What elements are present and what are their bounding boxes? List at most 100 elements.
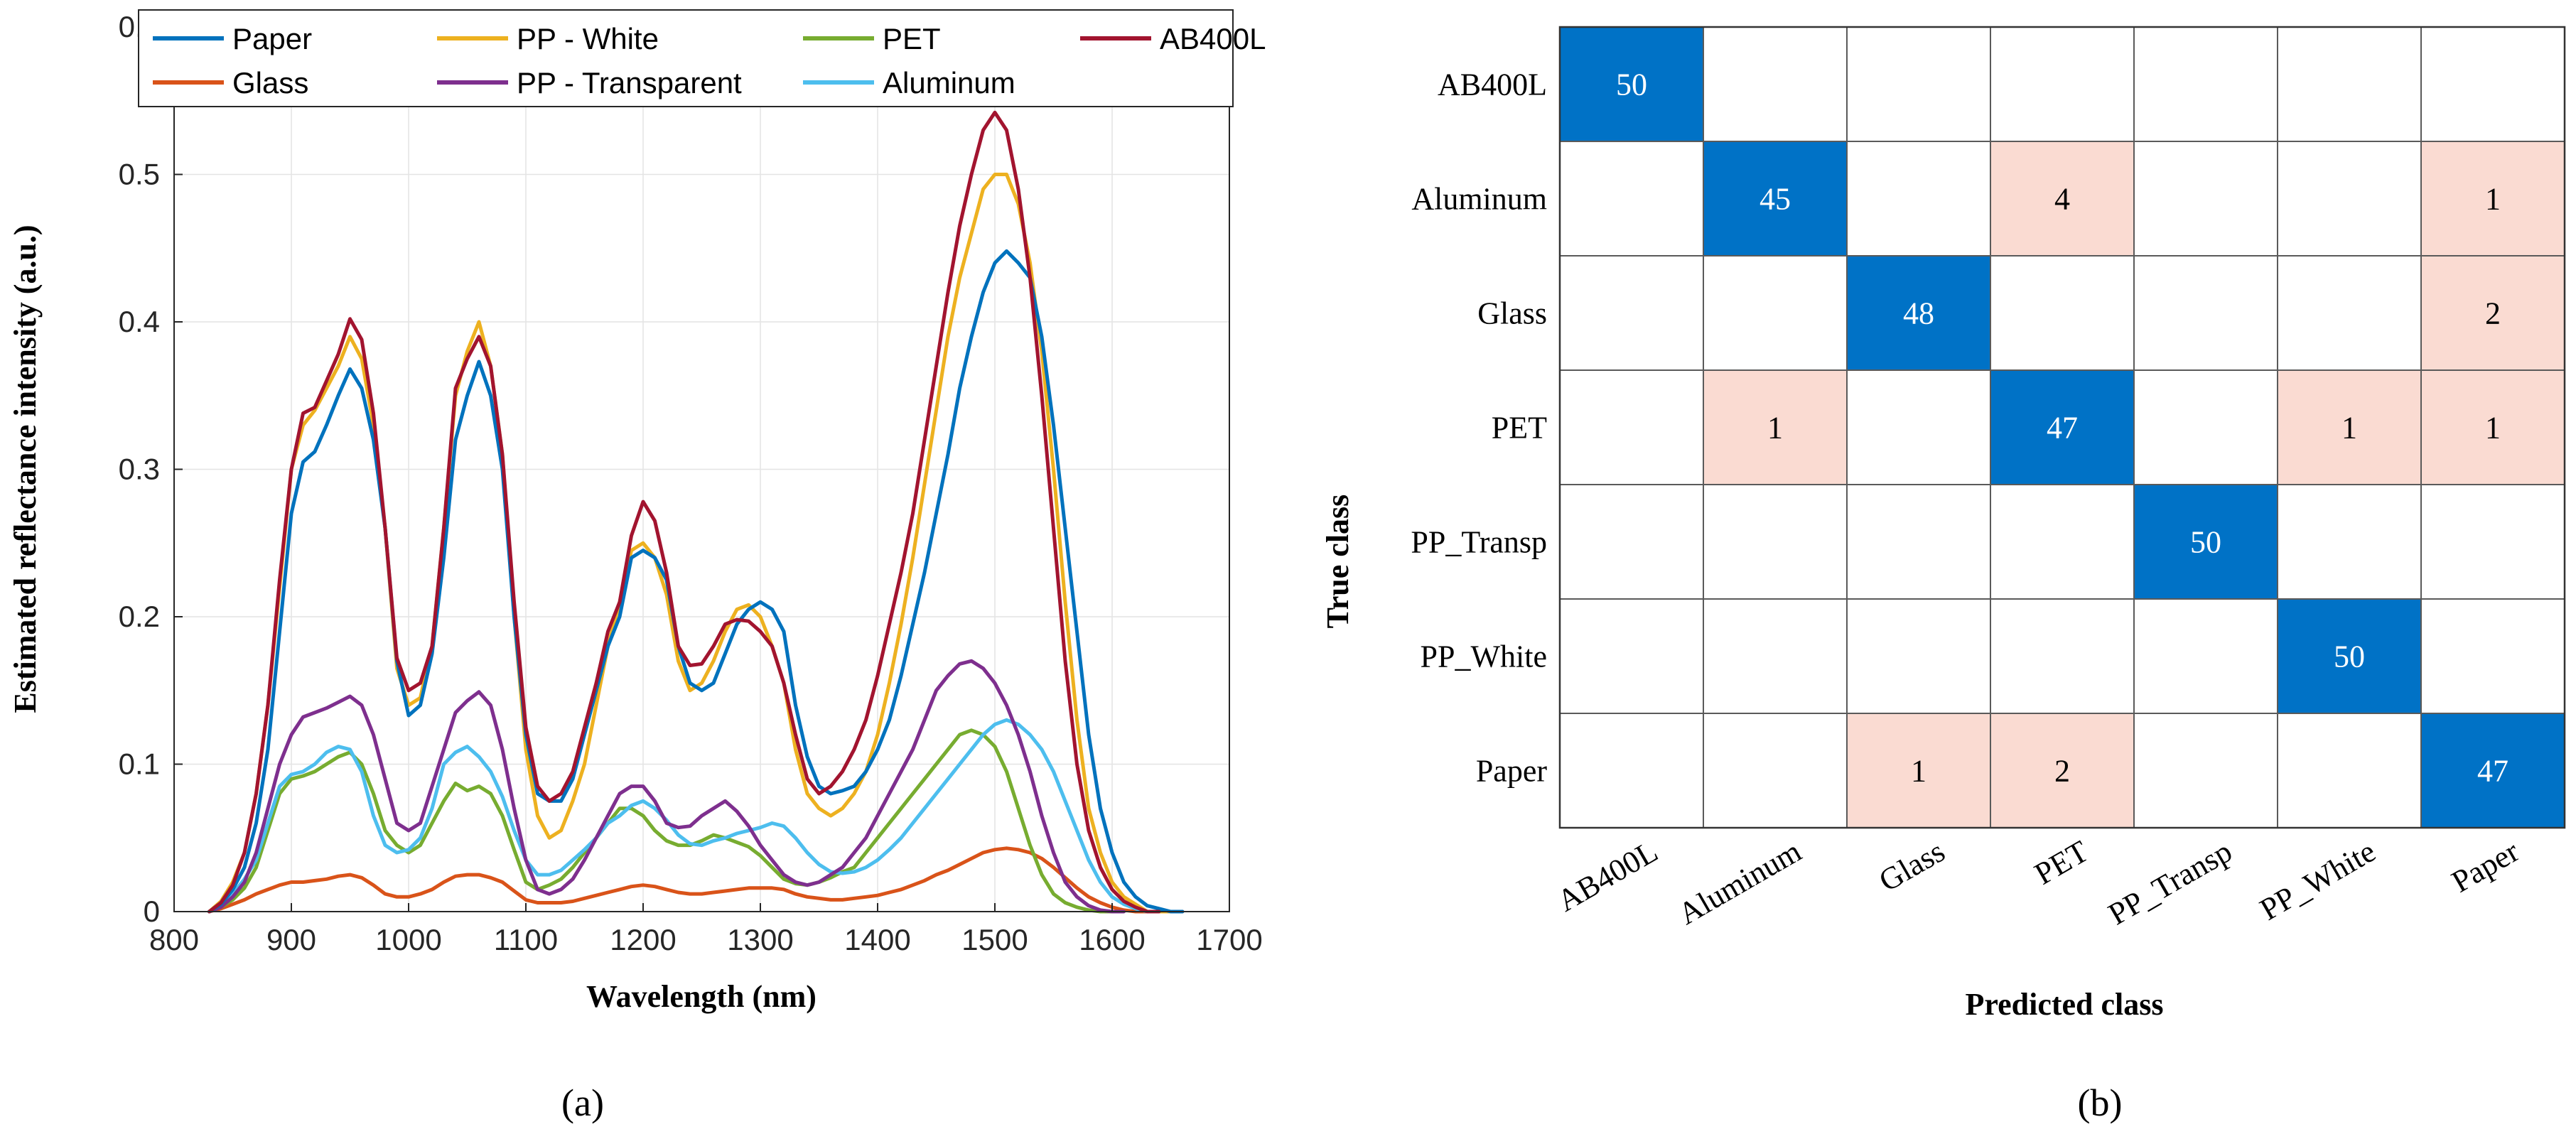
- panel-label-b: (b): [2078, 1081, 2123, 1124]
- matrix-border: [1558, 26, 2566, 829]
- matrix-cell-value: 1: [2485, 182, 2501, 217]
- panel-label-a: (a): [561, 1081, 604, 1124]
- y-tick-label: 0.3: [119, 453, 160, 486]
- matrix-cell: [1703, 484, 1848, 600]
- x-tick-label: 800: [149, 923, 199, 956]
- matrix-cell: [1846, 484, 1991, 600]
- series-line-ab400l: [208, 110, 1161, 914]
- matrix-cell-value: 50: [2190, 525, 2221, 560]
- legend-entry: Glass: [232, 66, 308, 99]
- matrix-cell: [1990, 255, 2135, 371]
- matrix-cell-value: 2: [2054, 754, 2070, 789]
- column-label: Glass: [1873, 833, 1951, 898]
- matrix-cells: 50 45 4 1 48 2 1 47 1 1 50 50 1 2 47: [1558, 26, 2566, 829]
- x-tick-label: 1400: [844, 923, 910, 956]
- matrix-cell: [1846, 26, 1991, 142]
- cm-x-axis-label: Predicted class: [1965, 987, 2163, 1022]
- matrix-cell-value: 1: [1911, 754, 1926, 789]
- series-line-pp-transparent: [208, 659, 1126, 914]
- legend-entry: Paper: [232, 22, 312, 55]
- row-labels: AB400L Aluminum Glass PET PP_Transp PP_White P…: [1411, 68, 1547, 789]
- legend-entry: PP - White: [517, 22, 659, 55]
- matrix-cell: [2277, 255, 2422, 371]
- matrix-cell: [2420, 598, 2565, 714]
- x-tick-label: 1700: [1196, 923, 1262, 956]
- row-label: PP_Transp: [1411, 525, 1547, 560]
- legend-entry: Aluminum: [883, 66, 1015, 99]
- x-tick-label: 1200: [610, 923, 676, 956]
- legend-box: [138, 9, 1234, 107]
- series-line-pet: [208, 728, 1114, 914]
- matrix-cell: [1846, 713, 1991, 828]
- matrix-cell: [1846, 141, 1991, 256]
- y-tick-label: 0.5: [119, 158, 160, 191]
- column-label: Paper: [2446, 833, 2526, 900]
- x-tick-label: 1100: [494, 923, 558, 956]
- matrix-cell: [2133, 141, 2278, 256]
- x-tick-labels: 800 900 1000 1100 1200 1300 1400 1500 1600 1700: [149, 903, 1263, 956]
- cm-y-axis-label: True class: [1320, 495, 1355, 629]
- column-label: PP_White: [2254, 833, 2381, 927]
- row-label: PET: [1492, 411, 1547, 446]
- y-tick-labels: 00.10.20.30.40.50.6: [119, 10, 183, 928]
- matrix-cell-value: 1: [1767, 411, 1783, 446]
- matrix-cell: [1559, 713, 1704, 828]
- matrix-cell: [2420, 141, 2565, 256]
- matrix-cell: [2420, 369, 2565, 485]
- matrix-cell: [2133, 484, 2278, 600]
- matrix-cell: [2277, 141, 2422, 256]
- matrix-cell: [2420, 713, 2565, 828]
- matrix-cell: [1703, 255, 1848, 371]
- legend-entry: PET: [883, 22, 941, 55]
- legend-entry: PP - Transparent: [517, 66, 742, 99]
- matrix-cell: [2277, 26, 2422, 142]
- matrix-cell: [2133, 26, 2278, 142]
- matrix-cell: [2277, 484, 2422, 600]
- matrix-cell: [1703, 598, 1848, 714]
- matrix-cell-value: 48: [1903, 296, 1934, 331]
- row-label: AB400L: [1438, 68, 1547, 102]
- matrix-cell: [2133, 598, 2278, 714]
- x-tick-label: 1000: [375, 923, 441, 956]
- y-tick-label: 0.1: [119, 747, 160, 781]
- matrix-cell-value: 1: [2485, 411, 2501, 446]
- column-label: AB400L: [1551, 833, 1664, 918]
- matrix-cell: [1846, 598, 1991, 714]
- matrix-cell: [1990, 713, 2135, 828]
- matrix-cell: [2420, 484, 2565, 600]
- x-tick-label: 1300: [727, 923, 793, 956]
- series-line-aluminum: [208, 718, 1161, 914]
- matrix-cell-value: 2: [2485, 296, 2501, 331]
- matrix-cell: [1703, 26, 1848, 142]
- matrix-cell: [1559, 369, 1704, 485]
- legend: Paper Glass PP - White PP - Transparent PET A…: [138, 9, 1266, 107]
- matrix-cell: [1990, 26, 2135, 142]
- matrix-cell: [1703, 141, 1848, 256]
- matrix-cell-value: 45: [1759, 182, 1791, 217]
- matrix-cell-value: 50: [2334, 639, 2365, 674]
- column-label: PET: [2029, 833, 2094, 892]
- row-label: PP_White: [1421, 639, 1547, 674]
- matrix-cell: [2420, 255, 2565, 371]
- matrix-cell-value: 1: [2341, 411, 2357, 446]
- matrix-cell: [1703, 713, 1848, 828]
- column-labels: AB400L Aluminum Glass PET PP_Transp PP_White P…: [1551, 833, 2525, 932]
- y-tick-label: 0: [144, 895, 160, 928]
- x-tick-label: 1500: [961, 923, 1028, 956]
- x-axis-label: Wavelength (nm): [586, 979, 817, 1014]
- matrix-cell: [1559, 141, 1704, 256]
- matrix-cell: [2277, 369, 2422, 485]
- matrix-cell: [1846, 255, 1991, 371]
- matrix-cell: [2420, 26, 2565, 142]
- y-tick-label: 0.4: [119, 305, 160, 338]
- matrix-cell: [1846, 369, 1991, 485]
- matrix-cell-value: 47: [2047, 411, 2078, 446]
- matrix-cell-value: 50: [1616, 68, 1647, 102]
- matrix-cell: [1559, 598, 1704, 714]
- matrix-cell: [1559, 255, 1704, 371]
- matrix-cell: [1990, 141, 2135, 256]
- matrix-cell-value: 47: [2477, 754, 2508, 789]
- row-label: Glass: [1477, 296, 1547, 331]
